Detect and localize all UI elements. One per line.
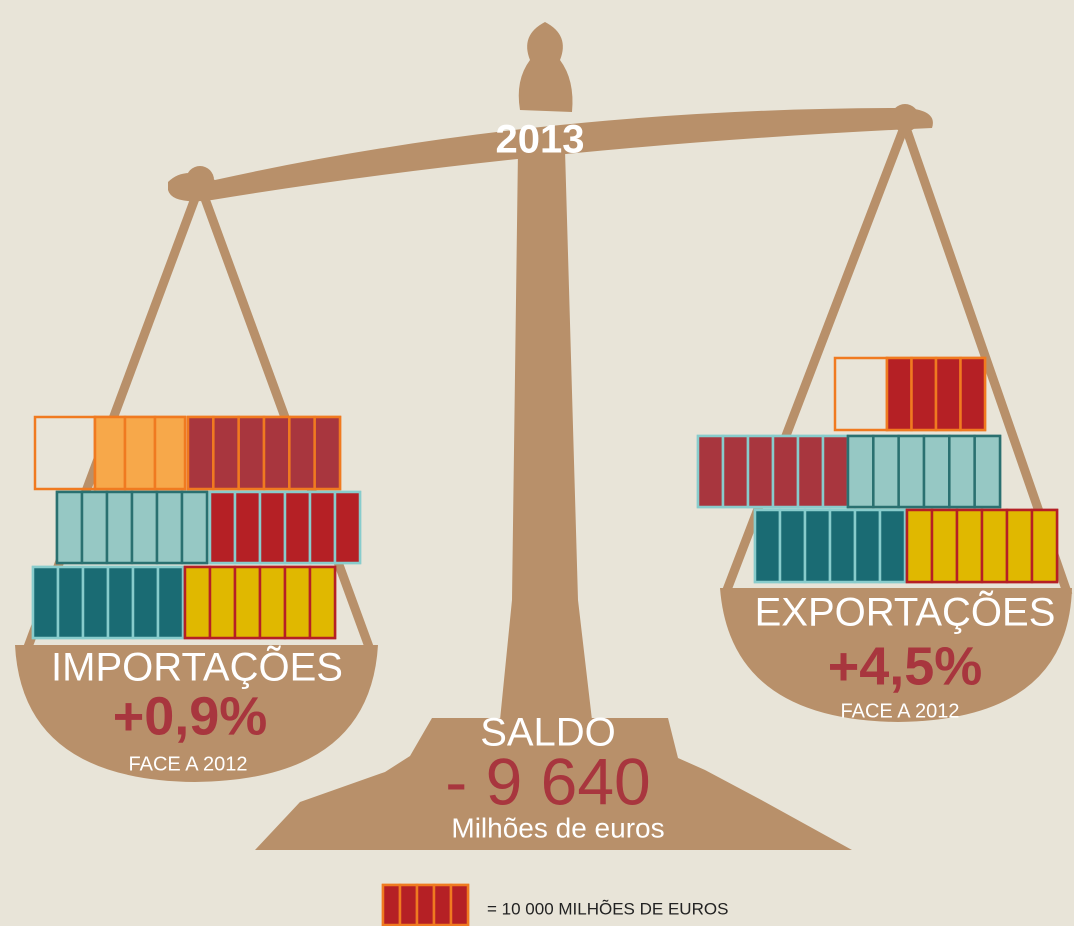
container-cell	[335, 492, 360, 563]
container-cell	[887, 358, 912, 430]
container-cell	[315, 417, 340, 489]
left-pivot	[186, 166, 214, 194]
container-cell	[417, 885, 434, 925]
container-cell	[235, 492, 260, 563]
balance-value: - 9 640	[445, 744, 650, 818]
container-cell	[58, 567, 83, 638]
container-cell	[285, 567, 310, 638]
container-cell	[957, 510, 982, 582]
container-cell	[830, 510, 855, 582]
balance-unit: Milhões de euros	[451, 812, 664, 843]
container-cell	[982, 510, 1007, 582]
container-cell	[855, 510, 880, 582]
container-cell	[780, 510, 805, 582]
container-cell	[932, 510, 957, 582]
exports-change: +4,5%	[828, 636, 983, 696]
container-cell	[698, 436, 723, 507]
container-cell	[907, 510, 932, 582]
container-cell	[132, 492, 157, 563]
container-cell	[755, 510, 780, 582]
container-cell	[182, 492, 207, 563]
container-cell	[383, 885, 400, 925]
container	[35, 417, 95, 489]
container-cell	[924, 436, 949, 507]
container-cell	[310, 492, 335, 563]
container	[835, 358, 887, 430]
container-cell	[880, 510, 905, 582]
container-cell	[133, 567, 158, 638]
container-cell	[723, 436, 748, 507]
container-cell	[773, 436, 798, 507]
container-cell	[125, 417, 155, 489]
container-cell	[975, 436, 1000, 507]
container-cell	[1007, 510, 1032, 582]
year: 2013	[496, 118, 585, 162]
container-cell	[108, 567, 133, 638]
container-cell	[1032, 510, 1057, 582]
container-cell	[57, 492, 82, 563]
container-cell	[185, 567, 210, 638]
legend-text: = 10 000 MILHÕES DE EUROS	[487, 899, 728, 918]
exports-label: EXPORTAÇÕES	[755, 590, 1056, 635]
container-cell	[899, 436, 924, 507]
container-cell	[873, 436, 898, 507]
container-cell	[285, 492, 310, 563]
exports-note: FACE A 2012	[841, 700, 960, 722]
container-cell	[33, 567, 58, 638]
container-cell	[310, 567, 335, 638]
container-cell	[260, 567, 285, 638]
imports-note: FACE A 2012	[129, 753, 248, 775]
right-pivot	[891, 104, 919, 132]
container-cell	[289, 417, 314, 489]
container-cell	[210, 567, 235, 638]
container-cell	[188, 417, 213, 489]
container-cell	[82, 492, 107, 563]
imports-label: IMPORTAÇÕES	[51, 645, 343, 690]
container-cell	[157, 492, 182, 563]
container-cell	[235, 567, 260, 638]
container-cell	[451, 885, 468, 925]
container-cell	[912, 358, 937, 430]
container-cell	[434, 885, 451, 925]
container-cell	[936, 358, 961, 430]
container-cell	[210, 492, 235, 563]
pillar	[500, 150, 592, 720]
container-cell	[83, 567, 108, 638]
container-cell	[798, 436, 823, 507]
container-cell	[213, 417, 238, 489]
top-knob	[519, 22, 573, 112]
container-cell	[748, 436, 773, 507]
container-cell	[949, 436, 974, 507]
container-cell	[260, 492, 285, 563]
container-cell	[961, 358, 986, 430]
container-cell	[107, 492, 132, 563]
container-cell	[823, 436, 848, 507]
container-cell	[805, 510, 830, 582]
imports-change: +0,9%	[113, 686, 268, 746]
container-cell	[400, 885, 417, 925]
container-cell	[239, 417, 264, 489]
page: {"year": "2013", "imports": {"label": "I…	[0, 0, 1074, 926]
container-cell	[95, 417, 125, 489]
container-cell	[158, 567, 183, 638]
infographic: 2013 IMPORTAÇÕES +0,9% FACE A 2012 EXPOR…	[0, 0, 1074, 926]
container-cell	[155, 417, 185, 489]
container-cell	[848, 436, 873, 507]
container-cell	[264, 417, 289, 489]
